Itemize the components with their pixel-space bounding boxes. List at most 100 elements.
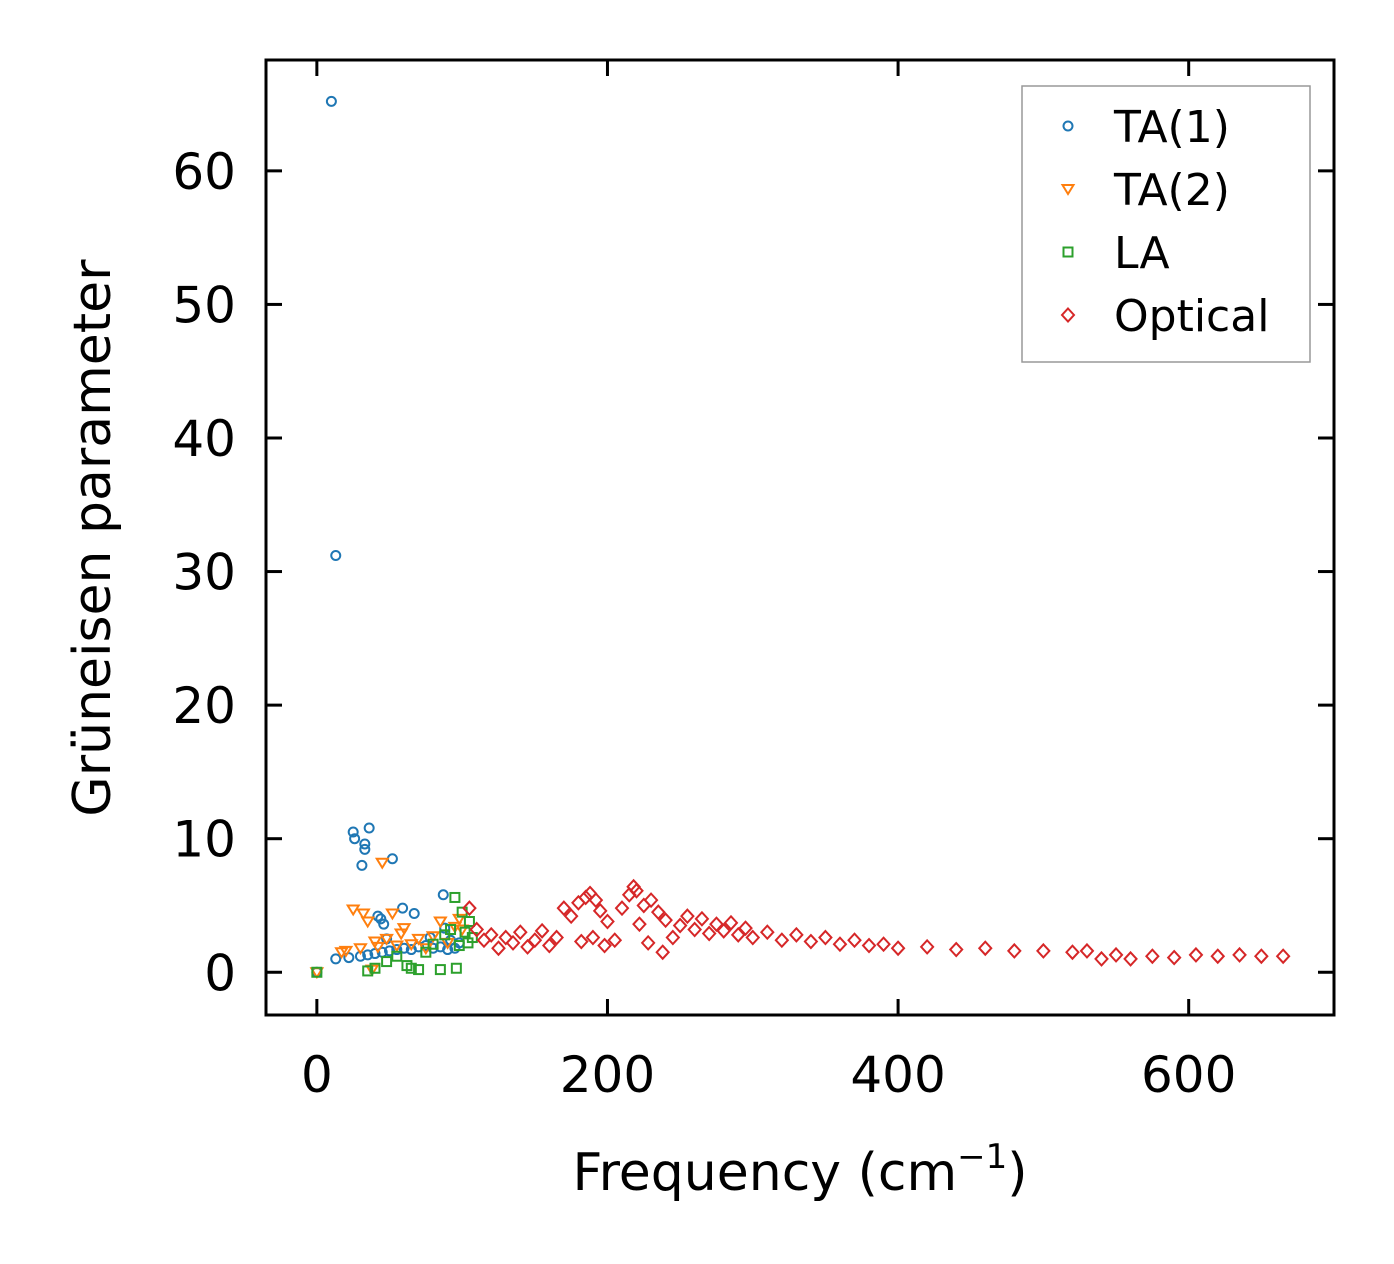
legend-item: LA bbox=[1062, 228, 1170, 279]
legend-marker bbox=[1062, 120, 1074, 132]
data-point bbox=[427, 938, 439, 950]
legend-marker bbox=[1060, 307, 1076, 323]
data-point bbox=[362, 965, 374, 977]
data-markers bbox=[309, 95, 1291, 980]
data-point bbox=[1065, 944, 1080, 961]
data-point bbox=[405, 962, 417, 974]
data-point bbox=[774, 932, 790, 949]
data-point bbox=[655, 944, 671, 961]
data-point bbox=[356, 908, 371, 921]
data-point bbox=[592, 902, 608, 919]
data-point bbox=[379, 933, 394, 946]
data-point bbox=[498, 929, 514, 946]
x-tick-label: 200 bbox=[560, 1046, 655, 1104]
data-point bbox=[549, 929, 564, 946]
x-tick-label: 400 bbox=[850, 1046, 945, 1104]
data-point bbox=[701, 925, 717, 942]
data-point bbox=[311, 966, 323, 978]
data-point bbox=[585, 929, 601, 946]
y-tick-label: 10 bbox=[172, 811, 236, 869]
data-point bbox=[658, 912, 673, 929]
data-point bbox=[449, 891, 461, 903]
data-point bbox=[578, 889, 594, 906]
data-point bbox=[363, 822, 375, 834]
data-point bbox=[687, 921, 703, 938]
data-point bbox=[451, 913, 467, 926]
data-point bbox=[462, 900, 477, 917]
data-point bbox=[325, 95, 337, 107]
legend-marker bbox=[1060, 184, 1076, 196]
y-tick-label: 40 bbox=[172, 410, 236, 468]
legend-item: Optical bbox=[1060, 291, 1269, 342]
x-axis-label: Frequency (cm−1) bbox=[572, 1137, 1027, 1203]
legend-label: Optical bbox=[1114, 291, 1269, 342]
data-point bbox=[343, 952, 355, 964]
data-point bbox=[396, 923, 412, 936]
data-point bbox=[347, 826, 359, 838]
data-point bbox=[597, 937, 612, 954]
data-point bbox=[730, 926, 746, 943]
data-point bbox=[600, 913, 615, 930]
data-point bbox=[411, 933, 426, 946]
data-point bbox=[356, 859, 368, 871]
data-point bbox=[520, 938, 535, 955]
x-axis-label-close: ) bbox=[1007, 1143, 1027, 1203]
data-point bbox=[672, 917, 688, 934]
data-point bbox=[861, 937, 877, 954]
data-point bbox=[359, 843, 371, 855]
data-point bbox=[408, 907, 420, 919]
data-point bbox=[629, 882, 644, 899]
data-point bbox=[345, 904, 361, 917]
y-tick-label: 50 bbox=[172, 276, 236, 334]
data-point bbox=[847, 932, 862, 949]
data-point bbox=[643, 892, 659, 909]
data-point bbox=[433, 916, 448, 929]
data-point bbox=[413, 964, 425, 976]
data-point bbox=[330, 550, 342, 562]
x-axis-label-superscript: −1 bbox=[957, 1137, 1007, 1177]
y-tick-label: 30 bbox=[172, 544, 236, 602]
y-tick-label: 20 bbox=[172, 677, 236, 735]
y-tick-label: 0 bbox=[204, 944, 236, 1002]
data-point bbox=[425, 931, 441, 944]
data-point bbox=[534, 922, 550, 939]
data-point bbox=[890, 940, 906, 957]
data-point bbox=[1006, 942, 1022, 959]
data-point bbox=[1166, 949, 1182, 966]
data-point bbox=[512, 924, 528, 941]
legend-item: TA(1) bbox=[1062, 102, 1230, 153]
legend-box bbox=[1021, 85, 1311, 363]
data-point bbox=[391, 944, 403, 956]
data-point bbox=[372, 910, 384, 922]
data-point bbox=[632, 916, 647, 933]
series-la bbox=[311, 891, 478, 978]
data-point bbox=[541, 937, 557, 954]
data-point bbox=[919, 938, 935, 955]
data-point bbox=[588, 892, 604, 909]
data-point bbox=[650, 904, 666, 921]
data-point bbox=[573, 933, 589, 950]
y-tick-label: 60 bbox=[172, 143, 236, 201]
data-point bbox=[378, 918, 390, 930]
axis-ticks: 0 200 400 600 0 10 20 30 40 50 60 bbox=[172, 60, 1334, 1104]
series-optical bbox=[462, 878, 1291, 967]
data-point bbox=[1232, 946, 1247, 963]
data-point bbox=[442, 944, 454, 956]
y-axis-label: Grüneisen parameter bbox=[63, 259, 123, 817]
data-point bbox=[759, 924, 775, 941]
x-tick-label: 600 bbox=[1141, 1046, 1236, 1104]
series-ta-2 bbox=[309, 857, 470, 980]
legend-label: LA bbox=[1114, 228, 1170, 279]
data-point bbox=[723, 914, 739, 931]
data-point bbox=[607, 932, 623, 949]
data-point bbox=[330, 953, 342, 965]
data-point bbox=[398, 942, 410, 954]
data-point bbox=[977, 940, 993, 957]
data-point bbox=[359, 838, 371, 850]
data-point bbox=[1253, 948, 1269, 965]
data-point bbox=[563, 908, 579, 925]
data-point bbox=[450, 962, 462, 974]
data-point bbox=[745, 929, 761, 946]
data-point bbox=[709, 916, 724, 933]
